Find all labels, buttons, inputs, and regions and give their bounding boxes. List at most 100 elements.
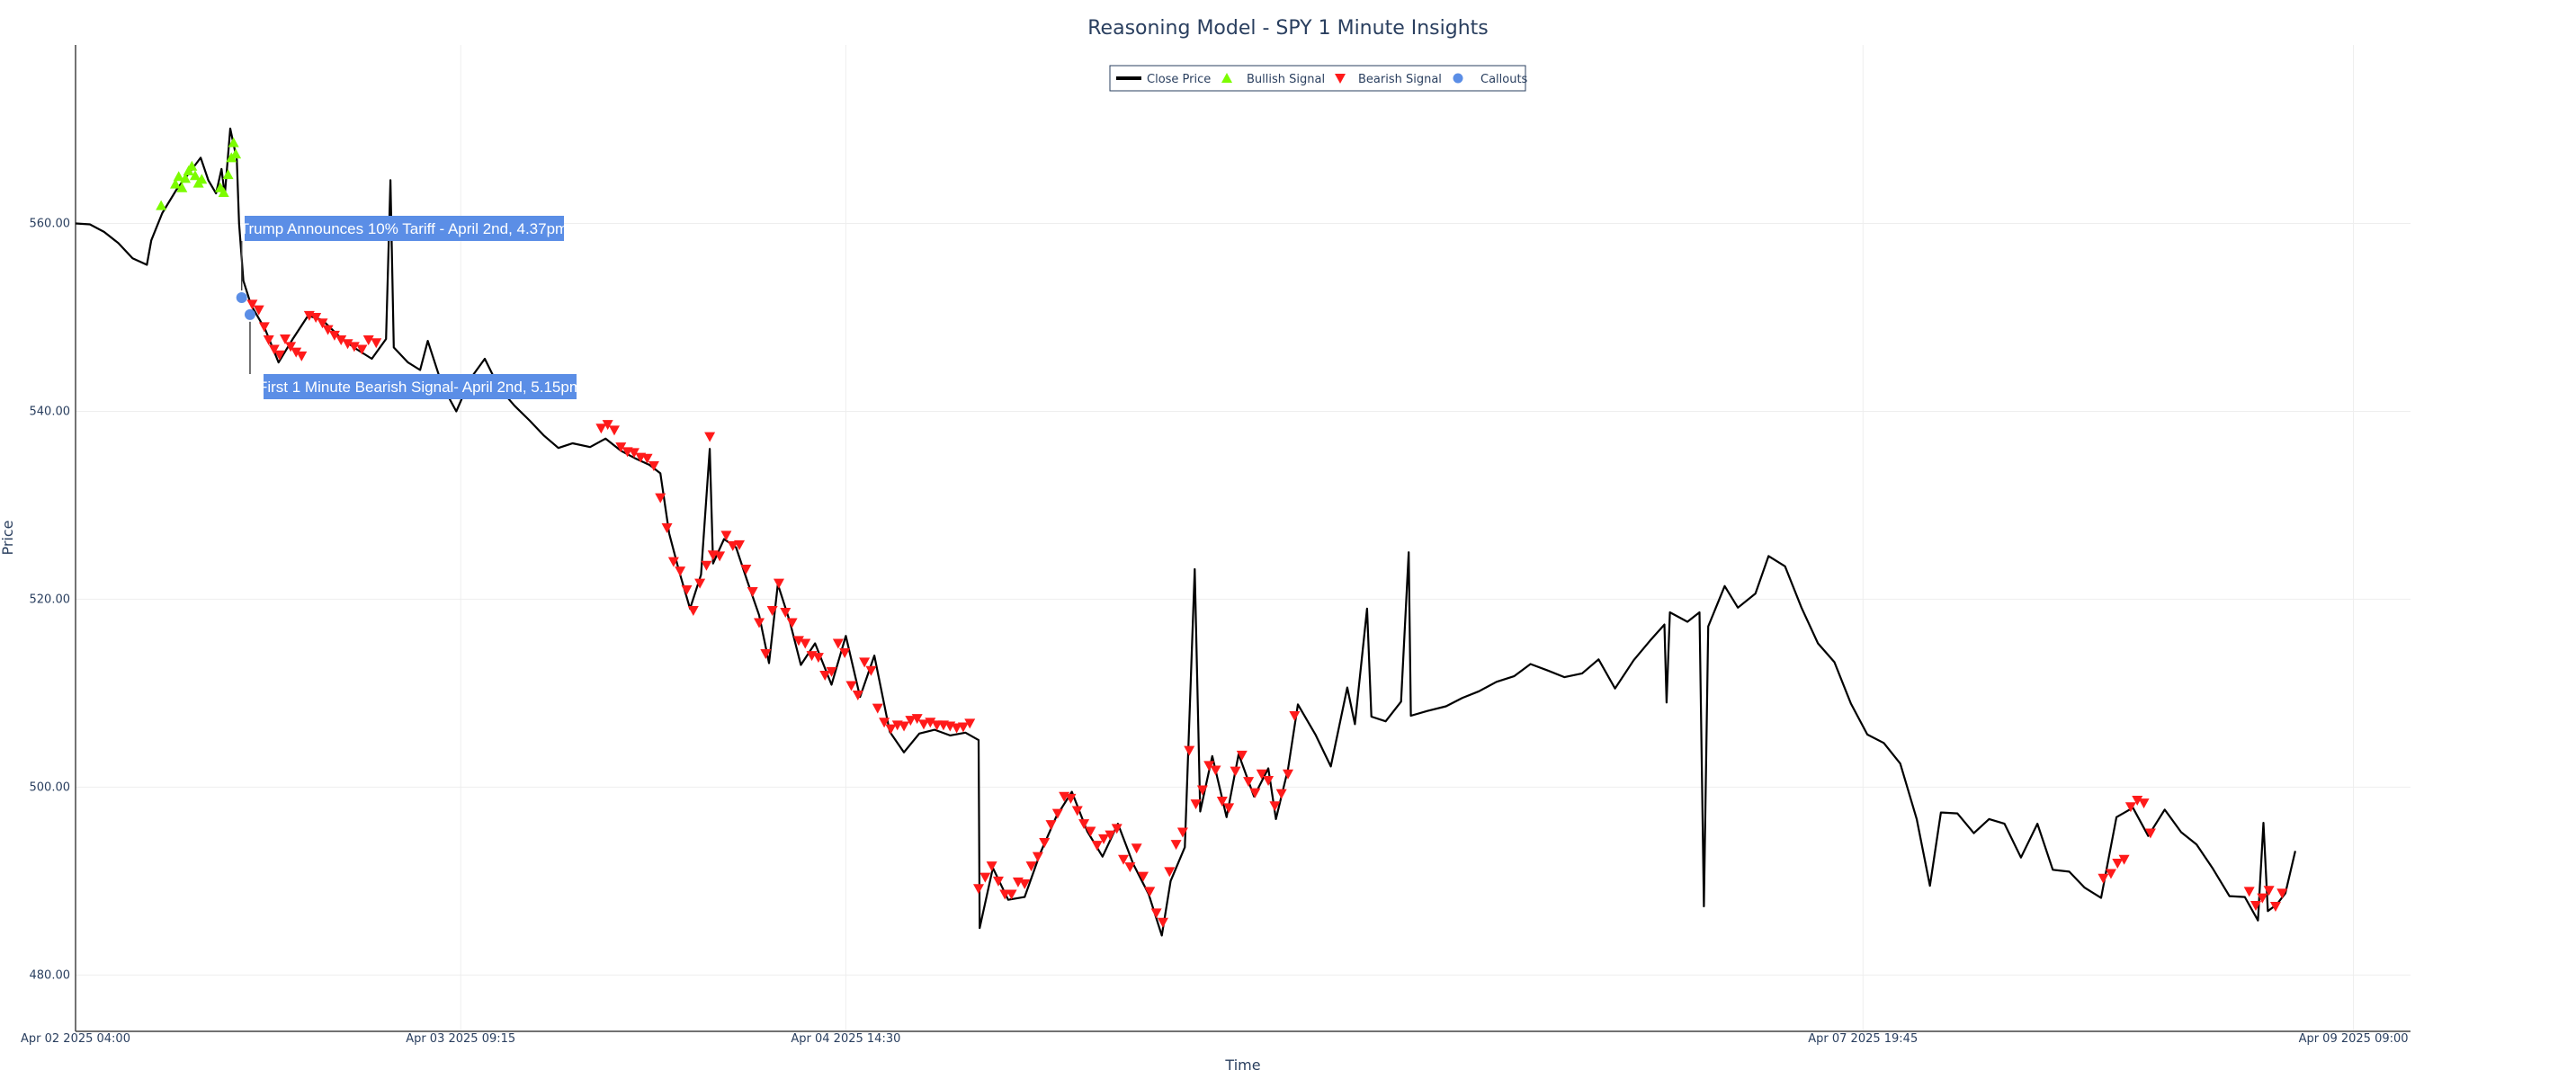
legend-swatch-callouts <box>1453 73 1463 84</box>
bearish-signal-marker <box>2138 798 2150 809</box>
bearish-signal-marker <box>268 344 280 355</box>
bearish-signal-marker <box>1006 889 1017 900</box>
bearish-signal-marker <box>2263 886 2275 896</box>
bearish-signal-marker <box>285 342 297 352</box>
bearish-signal-marker <box>1203 761 1215 771</box>
bullish-signal-marker <box>222 169 234 180</box>
bearish-signal-marker <box>872 703 883 714</box>
y-tick-labels: 480.00 500.00 520.00 540.00 560.00 <box>30 218 71 983</box>
callout-marker <box>236 292 247 304</box>
x-tick-labels: Apr 02 2025 04:00 Apr 03 2025 09:15 Apr 04… <box>21 1032 2409 1046</box>
bearish-signal-marker <box>1289 710 1301 721</box>
bearish-signal-marker <box>641 453 653 464</box>
bearish-signal-marker <box>322 325 334 335</box>
bearish-signal-marker <box>972 884 984 895</box>
bearish-signal-marker <box>1019 878 1031 889</box>
bearish-signal-marker <box>371 338 382 349</box>
bearish-signal-marker <box>1118 854 1130 865</box>
legend-label-close-price: Close Price <box>1147 73 1211 86</box>
bearish-signal-marker <box>648 461 659 472</box>
bearish-signal-marker <box>328 330 340 341</box>
bearish-signal-marker <box>1071 806 1083 816</box>
bullish-signal-marker <box>218 187 229 198</box>
annotations: Trump Announces 10% Tariff - April 2nd, … <box>240 216 582 399</box>
bearish-signal-marker <box>832 638 844 649</box>
bearish-signal-marker <box>1085 826 1096 837</box>
bearish-signal-marker <box>1051 808 1063 819</box>
bearish-signal-marker <box>925 718 936 728</box>
bearish-signal-marker <box>1164 867 1176 878</box>
callout-marker <box>244 308 255 320</box>
bearish-signal-marker <box>1283 769 1294 780</box>
bearish-signal-marker <box>812 653 824 664</box>
bearish-signal-marker <box>1105 830 1116 841</box>
bullish-signal-marker <box>196 174 208 184</box>
bearish-signal-marker <box>1249 788 1261 798</box>
bearish-signal-marker <box>2112 858 2124 869</box>
bearish-signal-marker <box>727 540 738 551</box>
legend: Close Price Bullish Signal Bearish Signa… <box>1109 65 1528 92</box>
legend-swatch-bearish <box>1335 74 1346 84</box>
bearish-signal-marker <box>1176 827 1188 838</box>
legend-swatch-bullish <box>1221 73 1232 83</box>
bearish-signal-marker <box>273 350 285 361</box>
y-tick-label: 520.00 <box>30 593 71 606</box>
bearish-signal-marker <box>1210 765 1221 776</box>
bearish-signal-marker <box>291 347 302 358</box>
legend-label-bearish: Bearish Signal <box>1358 73 1442 86</box>
bullish-signal-marker <box>189 170 201 181</box>
bearish-signal-marker <box>335 335 347 346</box>
bearish-signal-marker <box>819 671 831 682</box>
bearish-signal-marker <box>760 649 772 660</box>
bearish-signal-marker <box>957 722 969 733</box>
close-price-line <box>75 127 2296 937</box>
bearish-signal-marker <box>1184 745 1195 756</box>
x-tick-label: Apr 07 2025 19:45 <box>1808 1032 1918 1046</box>
bearish-signal-marker <box>342 339 353 350</box>
bearish-signal-marker <box>754 618 765 629</box>
bullish-signal-marker <box>230 148 242 159</box>
callout-box <box>245 216 564 241</box>
bearish-signal-marker <box>992 876 1004 887</box>
bearish-signal-marker <box>1190 799 1202 810</box>
bearish-signal-marker <box>1039 838 1051 849</box>
bearish-signal-marker <box>280 334 291 345</box>
bullish-signal-marker <box>173 171 184 182</box>
bearish-signal-marker <box>628 448 640 459</box>
bearish-signal-marker <box>792 636 804 647</box>
bullish-signal-marker <box>170 178 182 189</box>
bearish-signal-marker <box>773 578 784 589</box>
bearish-signal-marker <box>595 424 607 434</box>
bearish-signal-marker <box>918 719 930 730</box>
bearish-signal-marker <box>310 312 322 323</box>
bearish-signal-marker <box>655 493 666 504</box>
bearish-signal-marker <box>2243 887 2255 897</box>
bearish-signal-marker <box>1065 793 1077 804</box>
bearish-signal-marker <box>253 305 264 316</box>
bearish-signal-marker <box>296 351 308 361</box>
bearish-signal-marker <box>865 665 877 676</box>
bearish-signal-marker <box>701 560 712 571</box>
bearish-signal-marker <box>1263 776 1275 787</box>
bearish-signal-marker <box>845 681 857 691</box>
bearish-signal-marker <box>681 584 693 595</box>
bearish-signal-marker <box>675 566 686 577</box>
bearish-signal-marker <box>780 608 792 619</box>
bearish-signal-marker <box>911 714 923 725</box>
bearish-signal-marker <box>2276 888 2288 899</box>
bearish-signal-marker <box>986 861 997 872</box>
bearish-signal-marker <box>2105 869 2116 879</box>
bearish-signal-marker <box>2257 893 2268 904</box>
bearish-signal-marker <box>2269 902 2281 913</box>
bearish-signal-marker <box>1025 861 1037 872</box>
bearish-signal-marker <box>2144 828 2156 839</box>
chart-title: Reasoning Model - SPY 1 Minute Insights <box>1087 17 1488 40</box>
bearish-signal-marker <box>602 420 613 431</box>
bearish-signal-marker <box>1230 766 1241 777</box>
bullish-signal-marker <box>176 182 188 192</box>
legend-label-callouts: Callouts <box>1480 73 1528 86</box>
bearish-signal-marker <box>2097 873 2109 884</box>
bearish-signal-marker <box>1216 797 1228 807</box>
bullish-signal-marker <box>156 200 167 210</box>
bearish-signal-marker <box>826 666 837 677</box>
